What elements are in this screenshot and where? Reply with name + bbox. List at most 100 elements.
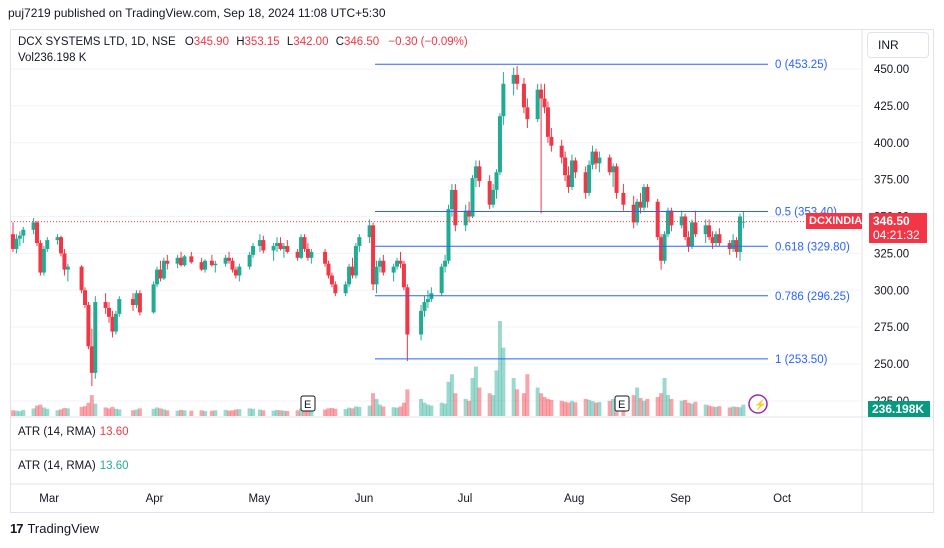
candle-body <box>79 266 84 291</box>
candle-body <box>103 302 108 308</box>
candle-body <box>65 266 70 270</box>
volume-bar <box>473 366 478 416</box>
volume-bar <box>731 406 736 416</box>
low-value: 342.00 <box>293 36 329 48</box>
candle-body <box>614 166 619 193</box>
last-price-tag: 346.50 04:21:32 <box>869 213 927 243</box>
candle-body <box>93 302 98 373</box>
atr-value: 13.60 <box>99 426 129 438</box>
price-tick-label: 275.00 <box>874 322 909 334</box>
countdown: 04:21:32 <box>873 228 920 242</box>
volume-bar <box>590 401 595 416</box>
candle-body <box>539 89 544 99</box>
volume-bar <box>563 401 568 416</box>
candle-body <box>86 305 91 347</box>
candle-body <box>713 234 718 244</box>
candle-body <box>446 209 451 261</box>
volume-bar <box>175 410 180 416</box>
volume-bar <box>353 406 358 416</box>
candle-body <box>662 234 667 261</box>
volume-bar <box>89 395 94 416</box>
candle-body <box>607 157 612 173</box>
volume-bar <box>566 402 571 416</box>
volume-bar <box>31 408 36 416</box>
candle-body <box>175 257 180 264</box>
time-tick-label: Jun <box>355 493 374 505</box>
volume-bar <box>374 398 379 416</box>
volume-bar <box>395 407 400 416</box>
candle-body <box>381 260 386 273</box>
volume-bar <box>429 405 434 416</box>
candle-body <box>110 316 115 332</box>
candle-body <box>542 98 547 108</box>
atr-pane-1-label: ATR (14, RMA) 13.60 <box>18 426 129 438</box>
volume-bar <box>237 409 242 416</box>
candle-body <box>179 257 184 266</box>
volume-bar <box>453 393 458 416</box>
volume-bar <box>275 409 280 416</box>
candle-body <box>707 225 712 238</box>
candle-body <box>443 260 448 267</box>
candle-body <box>549 136 554 146</box>
candle-body <box>419 310 424 335</box>
volume-bar <box>14 410 19 416</box>
candle-body <box>251 246 256 255</box>
candle-body <box>377 260 382 267</box>
volume-bar <box>662 378 667 416</box>
volume-bar <box>398 406 403 416</box>
candle-body <box>31 222 36 230</box>
volume-bar <box>302 409 307 416</box>
low-label: L <box>286 36 294 48</box>
volume-bar <box>55 410 60 416</box>
candle-body <box>422 302 427 311</box>
volume-bar <box>655 397 660 416</box>
time-tick-label: Sep <box>670 493 690 505</box>
candle-body <box>463 210 468 226</box>
candle-body <box>401 263 406 288</box>
volume-bar <box>713 406 718 416</box>
volume-bar <box>131 410 136 416</box>
candle-body <box>559 145 564 158</box>
volume-bar <box>439 402 444 416</box>
open-label: O <box>184 36 194 48</box>
candle-body <box>669 210 674 226</box>
candle-body <box>655 201 660 238</box>
volume-bar <box>391 407 396 416</box>
candle-body <box>213 263 218 266</box>
candle-body <box>525 107 530 120</box>
candle-body <box>439 266 444 294</box>
volume-bar <box>305 409 310 416</box>
volume-bar <box>689 403 694 416</box>
candle-body <box>659 237 664 261</box>
volume-bar <box>638 397 643 416</box>
volume-bar <box>247 408 252 416</box>
candle-body <box>545 107 550 137</box>
volume-bar <box>727 407 732 416</box>
volume-bar <box>377 404 382 416</box>
candle-body <box>137 293 142 313</box>
currency-button[interactable]: INR <box>867 32 929 58</box>
symbol-name[interactable]: DCX SYSTEMS LTD, 1D, NSE <box>18 36 176 48</box>
candle-body <box>323 251 328 264</box>
volume-bar <box>189 410 194 416</box>
candle-body <box>638 201 643 208</box>
candle-body <box>89 346 94 373</box>
candle-body <box>131 299 136 305</box>
volume-bar <box>230 410 235 416</box>
volume-bar <box>491 395 496 416</box>
candle-body <box>83 290 88 305</box>
tradingview-logo[interactable]: 17 TradingView <box>10 521 99 536</box>
volume-bar <box>367 405 372 416</box>
candle-body <box>511 74 516 84</box>
volume-bar <box>549 399 554 416</box>
candle-body <box>587 164 592 193</box>
candle-body <box>621 192 626 205</box>
candle-body <box>134 293 139 305</box>
candle-body <box>395 260 400 267</box>
time-tick-label: Apr <box>146 493 164 505</box>
candle-body <box>391 266 396 273</box>
candle-body <box>357 237 362 246</box>
candle-body <box>635 201 640 223</box>
volume-bar <box>467 400 472 416</box>
